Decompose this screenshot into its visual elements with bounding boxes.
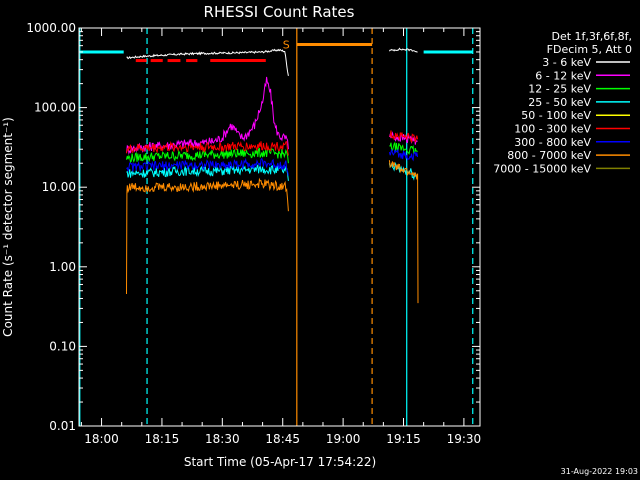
series-line-0-1 (388, 47, 418, 53)
y-tick-label: 0.01 (49, 419, 76, 433)
series-line-6-1 (388, 148, 419, 162)
y-axis-title: Count Rate (s⁻¹ detector segment⁻¹) (1, 117, 15, 337)
x-tick-label: 19:15 (386, 432, 421, 446)
legend-label: 6 - 12 keV (535, 69, 591, 82)
x-tick-label: 19:30 (447, 432, 482, 446)
series-line-0-0 (126, 48, 289, 76)
footer-timestamp: 31-Aug-2022 19:03 (561, 467, 638, 476)
legend-label: 12 - 25 keV (528, 83, 591, 96)
legend-label: 25 - 50 keV (528, 96, 591, 109)
legend: Det 1f,3f,6f,8f,FDecim 5, Att 03 - 6 keV… (493, 30, 632, 175)
y-tick-label: 10.00 (42, 180, 76, 194)
plot-data-area: S (79, 28, 474, 426)
legend-label: 300 - 800 keV (514, 136, 591, 149)
series-line-2-1 (389, 141, 418, 155)
y-tick-label: 100.00 (34, 101, 76, 115)
series-line-5-0 (126, 141, 289, 156)
series-line-3-1 (388, 161, 419, 181)
series-line-6-0 (126, 157, 289, 176)
x-tick-label: 18:45 (265, 432, 300, 446)
series-line-5-1 (389, 130, 419, 143)
y-tick-label: 1000.00 (26, 21, 76, 35)
x-axis: 18:00 18:15 18:30 18:45 19:00 19:15 19:30 (80, 28, 482, 446)
legend-header-line: FDecim 5, Att 0 (547, 43, 632, 56)
legend-label: 3 - 6 keV (542, 56, 591, 69)
series-line-7-0 (126, 177, 289, 295)
legend-label: 7000 - 15000 keV (493, 162, 591, 175)
series-line-2-0 (126, 147, 289, 164)
legend-header-line: Det 1f,3f,6f,8f, (551, 30, 632, 43)
saa-label: S (283, 39, 290, 52)
series-line-1-0 (126, 76, 289, 156)
x-tick-label: 18:00 (84, 432, 119, 446)
series-line-1-1 (388, 131, 418, 145)
series-line-7-1 (388, 160, 419, 304)
chart-title: RHESSI Count Rates (204, 3, 355, 21)
legend-label: 100 - 300 keV (514, 123, 591, 136)
plot-frame (78, 27, 481, 427)
y-axis: 0.01 0.10 1.00 10.00 100.00 1000.00 (26, 21, 480, 433)
y-tick-label: 1.00 (49, 260, 76, 274)
x-tick-label: 19:00 (326, 432, 361, 446)
x-tick-label: 18:15 (145, 432, 180, 446)
x-tick-label: 18:30 (205, 432, 240, 446)
y-tick-label: 0.10 (49, 339, 76, 353)
legend-label: 800 - 7000 keV (507, 149, 591, 162)
legend-label: 50 - 100 keV (521, 109, 591, 122)
series-line-3-0 (126, 164, 289, 181)
x-axis-title: Start Time (05-Apr-17 17:54:22) (184, 455, 376, 469)
